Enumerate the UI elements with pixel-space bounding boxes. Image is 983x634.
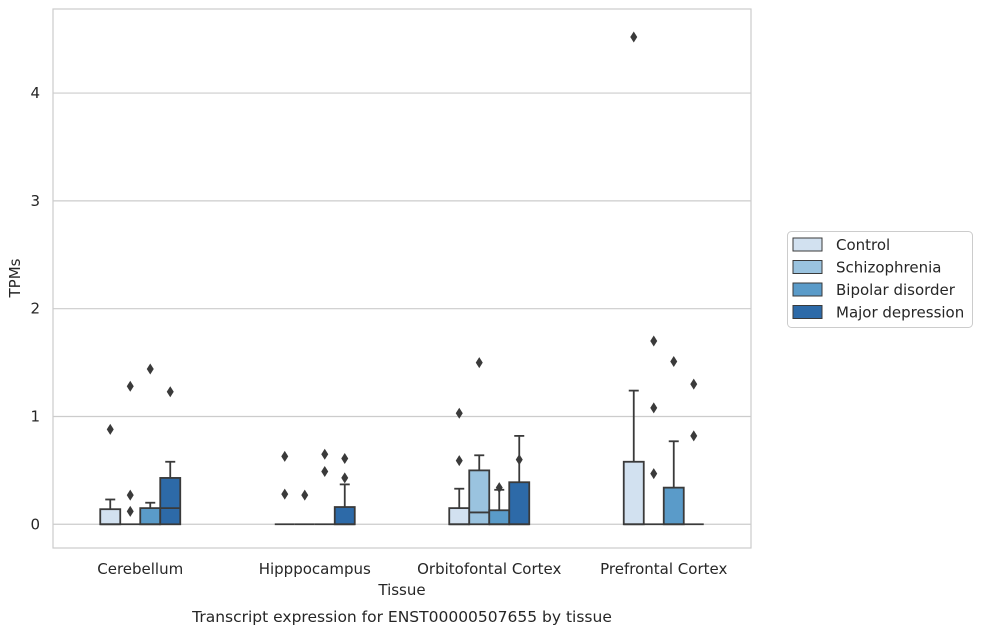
outlier-point <box>321 465 329 477</box>
box-plots <box>99 31 704 526</box>
outlier-point <box>630 31 638 43</box>
y-tick-label: 1 <box>30 407 40 425</box>
outlier-point <box>670 356 678 368</box>
box-major-depression <box>333 453 356 526</box>
box-control <box>448 407 471 526</box>
outlier-point <box>321 448 329 460</box>
outlier-point <box>301 489 309 501</box>
outlier-point <box>126 489 134 501</box>
legend-swatch <box>792 237 823 252</box>
x-tick-label: Cerebellum <box>97 560 183 578</box>
outlier-point <box>106 423 114 435</box>
outlier-point <box>281 450 289 462</box>
outlier-point <box>281 488 289 500</box>
box-bipolar-disorder <box>139 363 162 526</box>
outlier-point <box>650 468 658 480</box>
box-body-bipolar-disorder <box>488 509 511 526</box>
box-body-schizophrenia <box>468 469 491 526</box>
box-major-depression <box>159 386 182 526</box>
box-body-control <box>99 508 122 526</box>
outlier-point <box>126 380 134 392</box>
box-schizophrenia <box>643 335 664 526</box>
outlier-point <box>126 505 134 517</box>
outlier-point <box>650 335 658 347</box>
y-tick-label: 3 <box>30 192 40 210</box>
legend-label: Schizophrenia <box>836 259 941 277</box>
legend: Control Schizophrenia Bipolar disorder Majo… <box>787 231 973 328</box>
box-bipolar-disorder <box>488 482 511 526</box>
box-major-depression <box>508 434 531 526</box>
outlier-point <box>455 455 463 467</box>
box-major-depression <box>683 378 704 526</box>
box-body-bipolar-disorder <box>139 507 162 526</box>
outlier-point <box>146 363 154 375</box>
outlier-point <box>690 430 698 442</box>
x-tick-labels: Cerebellum Hipppocampus Orbitofontal Corte… <box>97 560 727 578</box>
legend-frame <box>787 231 973 328</box>
y-tick-label: 0 <box>30 515 40 533</box>
legend-label: Control <box>836 236 890 254</box>
outlier-point <box>341 453 349 465</box>
box-body-control <box>622 460 645 526</box>
chart-caption: Transcript expression for ENST0000050765… <box>191 608 612 626</box>
box-body-major-depression <box>508 481 531 526</box>
box-control <box>622 31 645 526</box>
x-tick-label: Orbitofontal Cortex <box>417 560 561 578</box>
box-body-control <box>448 507 471 526</box>
legend-label: Bipolar disorder <box>836 281 956 299</box>
legend-label: Major depression <box>836 304 964 322</box>
y-axis-label: TPMs <box>6 258 24 298</box>
outlier-point <box>690 378 698 390</box>
y-tick-label: 4 <box>30 84 40 102</box>
y-tick-labels: 0 1 2 3 4 <box>30 84 40 533</box>
y-tick-label: 2 <box>30 300 40 318</box>
outlier-point <box>166 386 174 398</box>
box-bipolar-disorder <box>662 356 685 526</box>
x-axis-label: Tissue <box>377 581 425 599</box>
box-schizophrenia <box>294 489 315 526</box>
box-bipolar-disorder <box>314 448 335 526</box>
legend-swatch <box>792 305 823 319</box>
box-control <box>274 450 295 526</box>
box-control <box>99 423 122 526</box>
box-body-major-depression <box>333 506 356 526</box>
box-schizophrenia <box>468 357 491 526</box>
outlier-point <box>475 357 483 369</box>
plot-frame <box>52 8 752 549</box>
box-body-major-depression <box>159 477 182 526</box>
x-tick-label: Prefrontal Cortex <box>600 560 727 578</box>
outlier-point <box>515 454 523 466</box>
outlier-point <box>495 482 503 494</box>
legend-swatch <box>792 260 823 274</box>
grid-lines <box>53 92 751 525</box>
box-body-bipolar-disorder <box>662 486 685 526</box>
outlier-point <box>341 472 349 484</box>
outlier-point <box>455 407 463 419</box>
x-tick-label: Hipppocampus <box>259 560 371 578</box>
box-schizophrenia <box>120 380 141 526</box>
outlier-point <box>650 402 658 414</box>
legend-swatch <box>792 282 823 297</box>
